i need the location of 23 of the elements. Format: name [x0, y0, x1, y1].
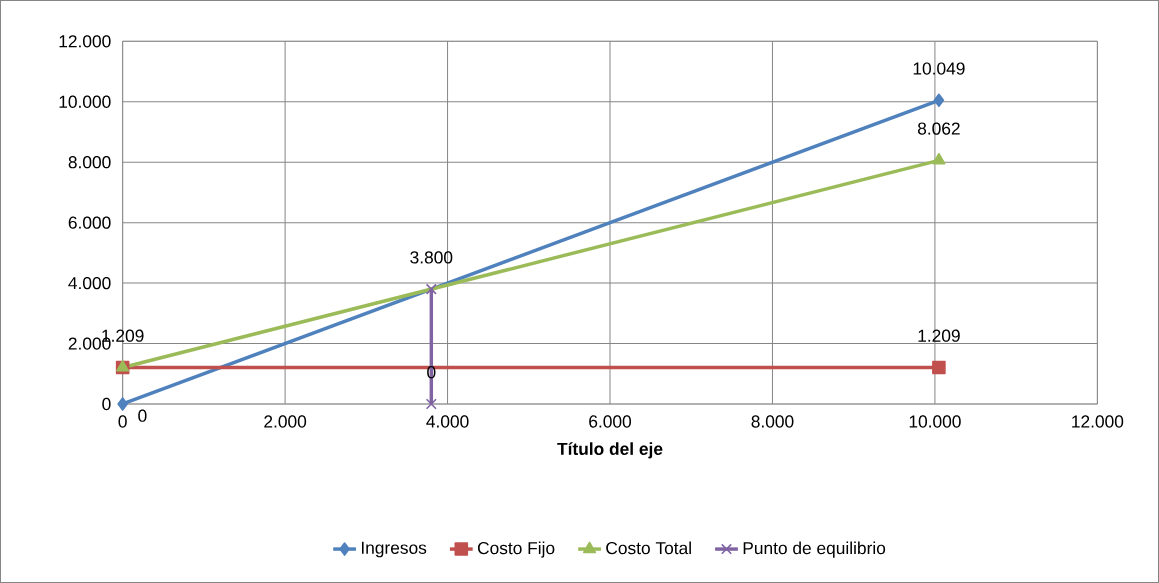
- legend-label: Ingresos: [361, 541, 427, 558]
- data-label: 1.209: [918, 329, 960, 342]
- y-tick-label: 10.000: [59, 95, 111, 108]
- x-tick-label: 12.000: [1072, 415, 1124, 428]
- x-tick-label: 0: [118, 415, 127, 428]
- x-tick-label: 6.000: [589, 415, 632, 428]
- legend-label: Punto de equilibrio: [743, 541, 886, 558]
- legend-label: Costo Fijo: [477, 541, 555, 558]
- y-tick-label: 4.000: [68, 276, 111, 290]
- x-tick-label: 2.000: [264, 415, 307, 428]
- y-tick-label: 0: [102, 397, 111, 411]
- legend-label: Costo Total: [606, 541, 691, 555]
- y-tick-label: 6.000: [68, 216, 111, 229]
- data-label: 8.062: [917, 122, 960, 135]
- x-tick-label: 10.000: [909, 415, 961, 428]
- x-axis-title: Título del eje: [557, 442, 663, 459]
- x-tick-label: 4.000: [426, 415, 469, 428]
- data-label: 10.049: [913, 62, 965, 75]
- data-label: 0: [427, 366, 436, 379]
- y-tick-label: 8.000: [68, 156, 111, 169]
- x-tick-label: 8.000: [751, 415, 794, 428]
- data-label: 3.800: [410, 251, 453, 264]
- y-tick-label: 12.000: [59, 35, 111, 48]
